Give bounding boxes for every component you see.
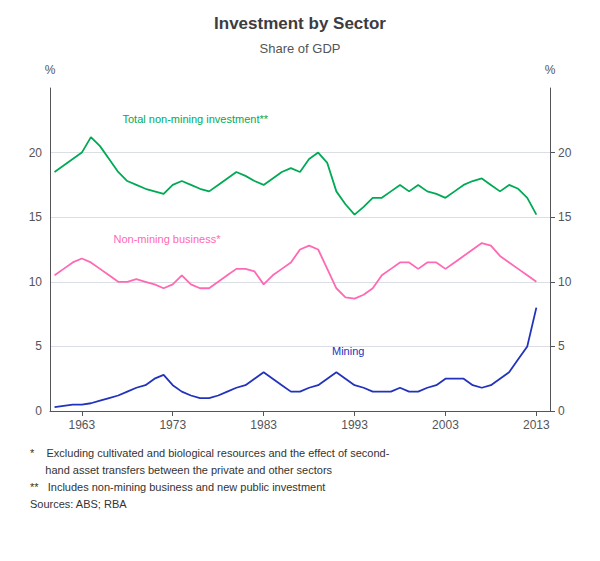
svg-text:** Includes non-mining busin: ** Includes non-mining business and new …	[30, 481, 325, 493]
svg-text:5: 5	[558, 339, 565, 353]
svg-text:2013: 2013	[523, 418, 550, 432]
svg-text:20: 20	[29, 146, 43, 160]
svg-text:0: 0	[35, 404, 42, 418]
svg-text:1973: 1973	[159, 418, 186, 432]
svg-text:Mining: Mining	[332, 345, 364, 357]
svg-text:2003: 2003	[432, 418, 459, 432]
svg-text:Non-mining business*: Non-mining business*	[114, 233, 222, 245]
svg-text:Sources: ABS; RBA: Sources: ABS; RBA	[30, 498, 127, 510]
svg-text:0: 0	[558, 404, 565, 418]
svg-text:hand asset transfers between t: hand asset transfers between the private…	[30, 464, 333, 476]
svg-text:15: 15	[29, 210, 43, 224]
svg-text:Total non-mining investment**: Total non-mining investment**	[123, 113, 269, 125]
svg-text:1983: 1983	[250, 418, 277, 432]
svg-text:10: 10	[29, 275, 43, 289]
svg-text:20: 20	[558, 146, 572, 160]
svg-text:%: %	[545, 63, 556, 77]
svg-text:%: %	[45, 63, 56, 77]
svg-text:10: 10	[558, 275, 572, 289]
svg-text:Investment by Sector: Investment by Sector	[214, 14, 386, 33]
svg-text:* Excluding cultivated and: * Excluding cultivated and biological re…	[30, 447, 390, 459]
svg-text:5: 5	[35, 339, 42, 353]
svg-text:Share of GDP: Share of GDP	[260, 41, 341, 56]
svg-text:1993: 1993	[341, 418, 368, 432]
svg-text:15: 15	[558, 210, 572, 224]
svg-text:1963: 1963	[68, 418, 95, 432]
